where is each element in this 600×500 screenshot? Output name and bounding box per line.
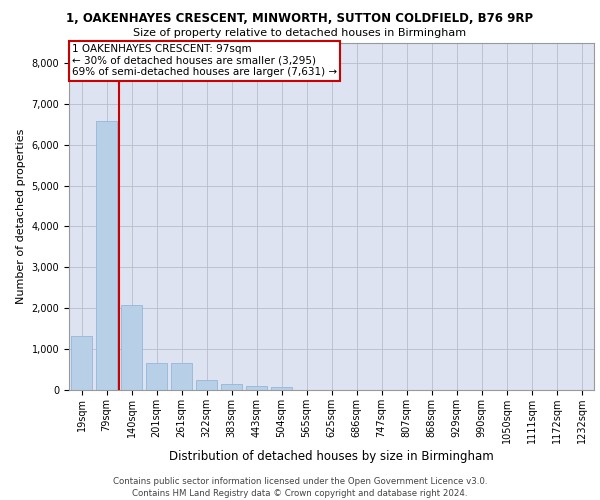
Bar xyxy=(171,364,192,390)
Bar xyxy=(71,336,92,390)
Bar xyxy=(196,380,217,390)
Y-axis label: Number of detached properties: Number of detached properties xyxy=(16,128,26,304)
Bar xyxy=(221,384,242,390)
Text: Contains public sector information licensed under the Open Government Licence v3: Contains public sector information licen… xyxy=(113,477,487,486)
Text: Size of property relative to detached houses in Birmingham: Size of property relative to detached ho… xyxy=(133,28,467,38)
X-axis label: Distribution of detached houses by size in Birmingham: Distribution of detached houses by size … xyxy=(169,450,494,463)
Bar xyxy=(146,364,167,390)
Bar xyxy=(246,386,267,390)
Bar xyxy=(121,305,142,390)
Text: 1 OAKENHAYES CRESCENT: 97sqm
← 30% of detached houses are smaller (3,295)
69% of: 1 OAKENHAYES CRESCENT: 97sqm ← 30% of de… xyxy=(71,44,337,78)
Text: Contains HM Land Registry data © Crown copyright and database right 2024.: Contains HM Land Registry data © Crown c… xyxy=(132,488,468,498)
Text: 1, OAKENHAYES CRESCENT, MINWORTH, SUTTON COLDFIELD, B76 9RP: 1, OAKENHAYES CRESCENT, MINWORTH, SUTTON… xyxy=(67,12,533,26)
Bar xyxy=(271,386,292,390)
Bar xyxy=(96,121,117,390)
